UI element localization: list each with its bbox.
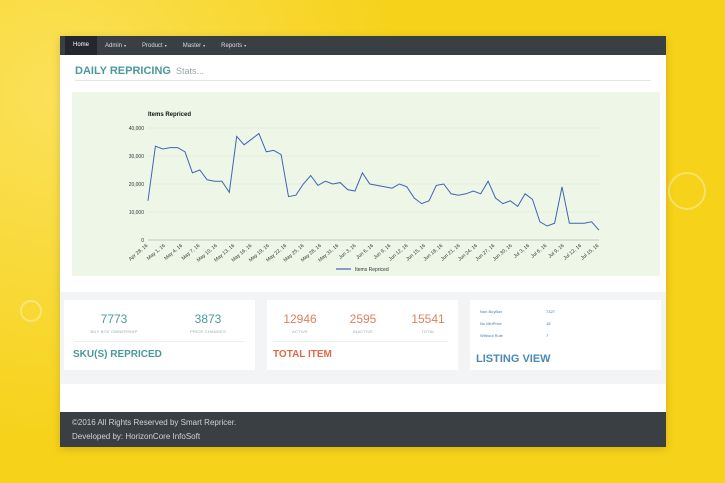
page-title: DAILY REPRICING Stats... <box>75 65 204 77</box>
price-changes-label: PRICE CHANGES <box>190 329 226 334</box>
without-rule-value: 7 <box>546 333 549 338</box>
y-tick-label: 30,000 <box>129 154 145 160</box>
without-rule-label: Without Rule <box>480 333 503 338</box>
x-tick-label: Jun 6, 16 <box>355 243 375 261</box>
non-buybox-value: 7327 <box>546 309 555 314</box>
total-value: 15541 <box>411 312 445 326</box>
page-title-text: DAILY REPRICING <box>75 65 171 77</box>
repricing-chart: Items Repriced 0 10,000 20,000 30,000 40,000… <box>72 92 660 276</box>
active-value: 12946 <box>283 312 317 326</box>
chevron-down-icon: ▾ <box>244 43 247 48</box>
non-buybox-label: Non BuyBox <box>480 309 503 314</box>
nav-product[interactable]: Product ▾ <box>142 43 167 49</box>
y-tick-label: 0 <box>141 238 144 244</box>
divider <box>75 80 651 81</box>
y-tick-label: 10,000 <box>129 210 145 216</box>
chart-canvas: Items Repriced 0 10,000 20,000 30,000 40,000… <box>128 112 601 273</box>
listing-view-title: LISTING VIEW <box>476 353 551 365</box>
inactive-value: 2595 <box>349 312 377 326</box>
buy-box-ownership-value: 7773 <box>100 312 128 326</box>
chevron-down-icon: ▾ <box>203 43 206 48</box>
x-tick-label: Jun 30, 16 <box>492 243 514 263</box>
y-tick-label: 40,000 <box>129 126 145 132</box>
decorative-ring <box>668 172 706 210</box>
price-changes-value: 3873 <box>194 312 222 326</box>
nav-admin[interactable]: Admin ▾ <box>105 43 127 49</box>
nav-reports[interactable]: Reports ▾ <box>221 43 247 49</box>
nav-master[interactable]: Master ▾ <box>182 43 206 49</box>
series-line-items-repriced <box>147 132 600 231</box>
x-tick-label: Jul 3, 16 <box>513 243 532 260</box>
divider <box>74 341 245 342</box>
chevron-down-icon: ▾ <box>124 43 127 48</box>
listing-view-card: Non BuyBox 7327 No MinPrice 18 Without R… <box>470 300 661 370</box>
x-tick-label: Jul 12, 16 <box>562 243 583 262</box>
copyright-text: ©2016 All Rights Reserved by Smart Repri… <box>72 418 237 427</box>
inactive-label: INACTIVE <box>352 329 374 334</box>
legend-label: Items Repriced <box>355 267 389 273</box>
x-tick-label: Jul 6, 16 <box>530 243 549 260</box>
total-item-card: 12946 ACTIVE 2595 INACTIVE 15541 TOTAL T… <box>267 300 458 370</box>
buy-box-ownership-label: BUY BOX OWNERSHIP <box>90 329 138 334</box>
chevron-down-icon: ▾ <box>164 43 167 48</box>
total-item-title: TOTAL ITEM <box>273 349 332 360</box>
sku-repriced-card: 7773 BUY BOX OWNERSHIP 3873 PRICE CHANGE… <box>64 300 255 370</box>
x-tick-label: Jun 3, 16 <box>338 243 358 261</box>
app-window: Home Admin ▾ Product ▾ Master ▾ Reports ▾ DA… <box>60 36 666 447</box>
chart-legend: Items Repriced <box>336 267 389 273</box>
nav-home[interactable]: Home <box>65 36 98 55</box>
y-tick-label: 20,000 <box>129 182 145 188</box>
x-tick-label: Jul 15, 16 <box>580 243 601 262</box>
active-label: ACTIVE <box>292 329 308 334</box>
x-tick-label: Apr 28, 16 <box>128 243 150 263</box>
footer: ©2016 All Rights Reserved by Smart Repri… <box>60 412 666 447</box>
total-label: TOTAL <box>421 329 435 334</box>
no-minprice-label: No MinPrice <box>480 321 502 326</box>
decorative-ring <box>20 300 42 322</box>
top-navbar: Home Admin ▾ Product ▾ Master ▾ Reports ▾ <box>60 36 666 55</box>
developed-by-text: Developed by: HorizonCore InfoSoft <box>72 432 201 441</box>
chart-title: Items Repriced <box>148 112 191 118</box>
divider <box>273 341 448 342</box>
no-minprice-value: 18 <box>546 321 551 326</box>
page-subtitle: Stats... <box>176 66 205 76</box>
sku-repriced-title: SKU(S) REPRICED <box>73 349 162 360</box>
